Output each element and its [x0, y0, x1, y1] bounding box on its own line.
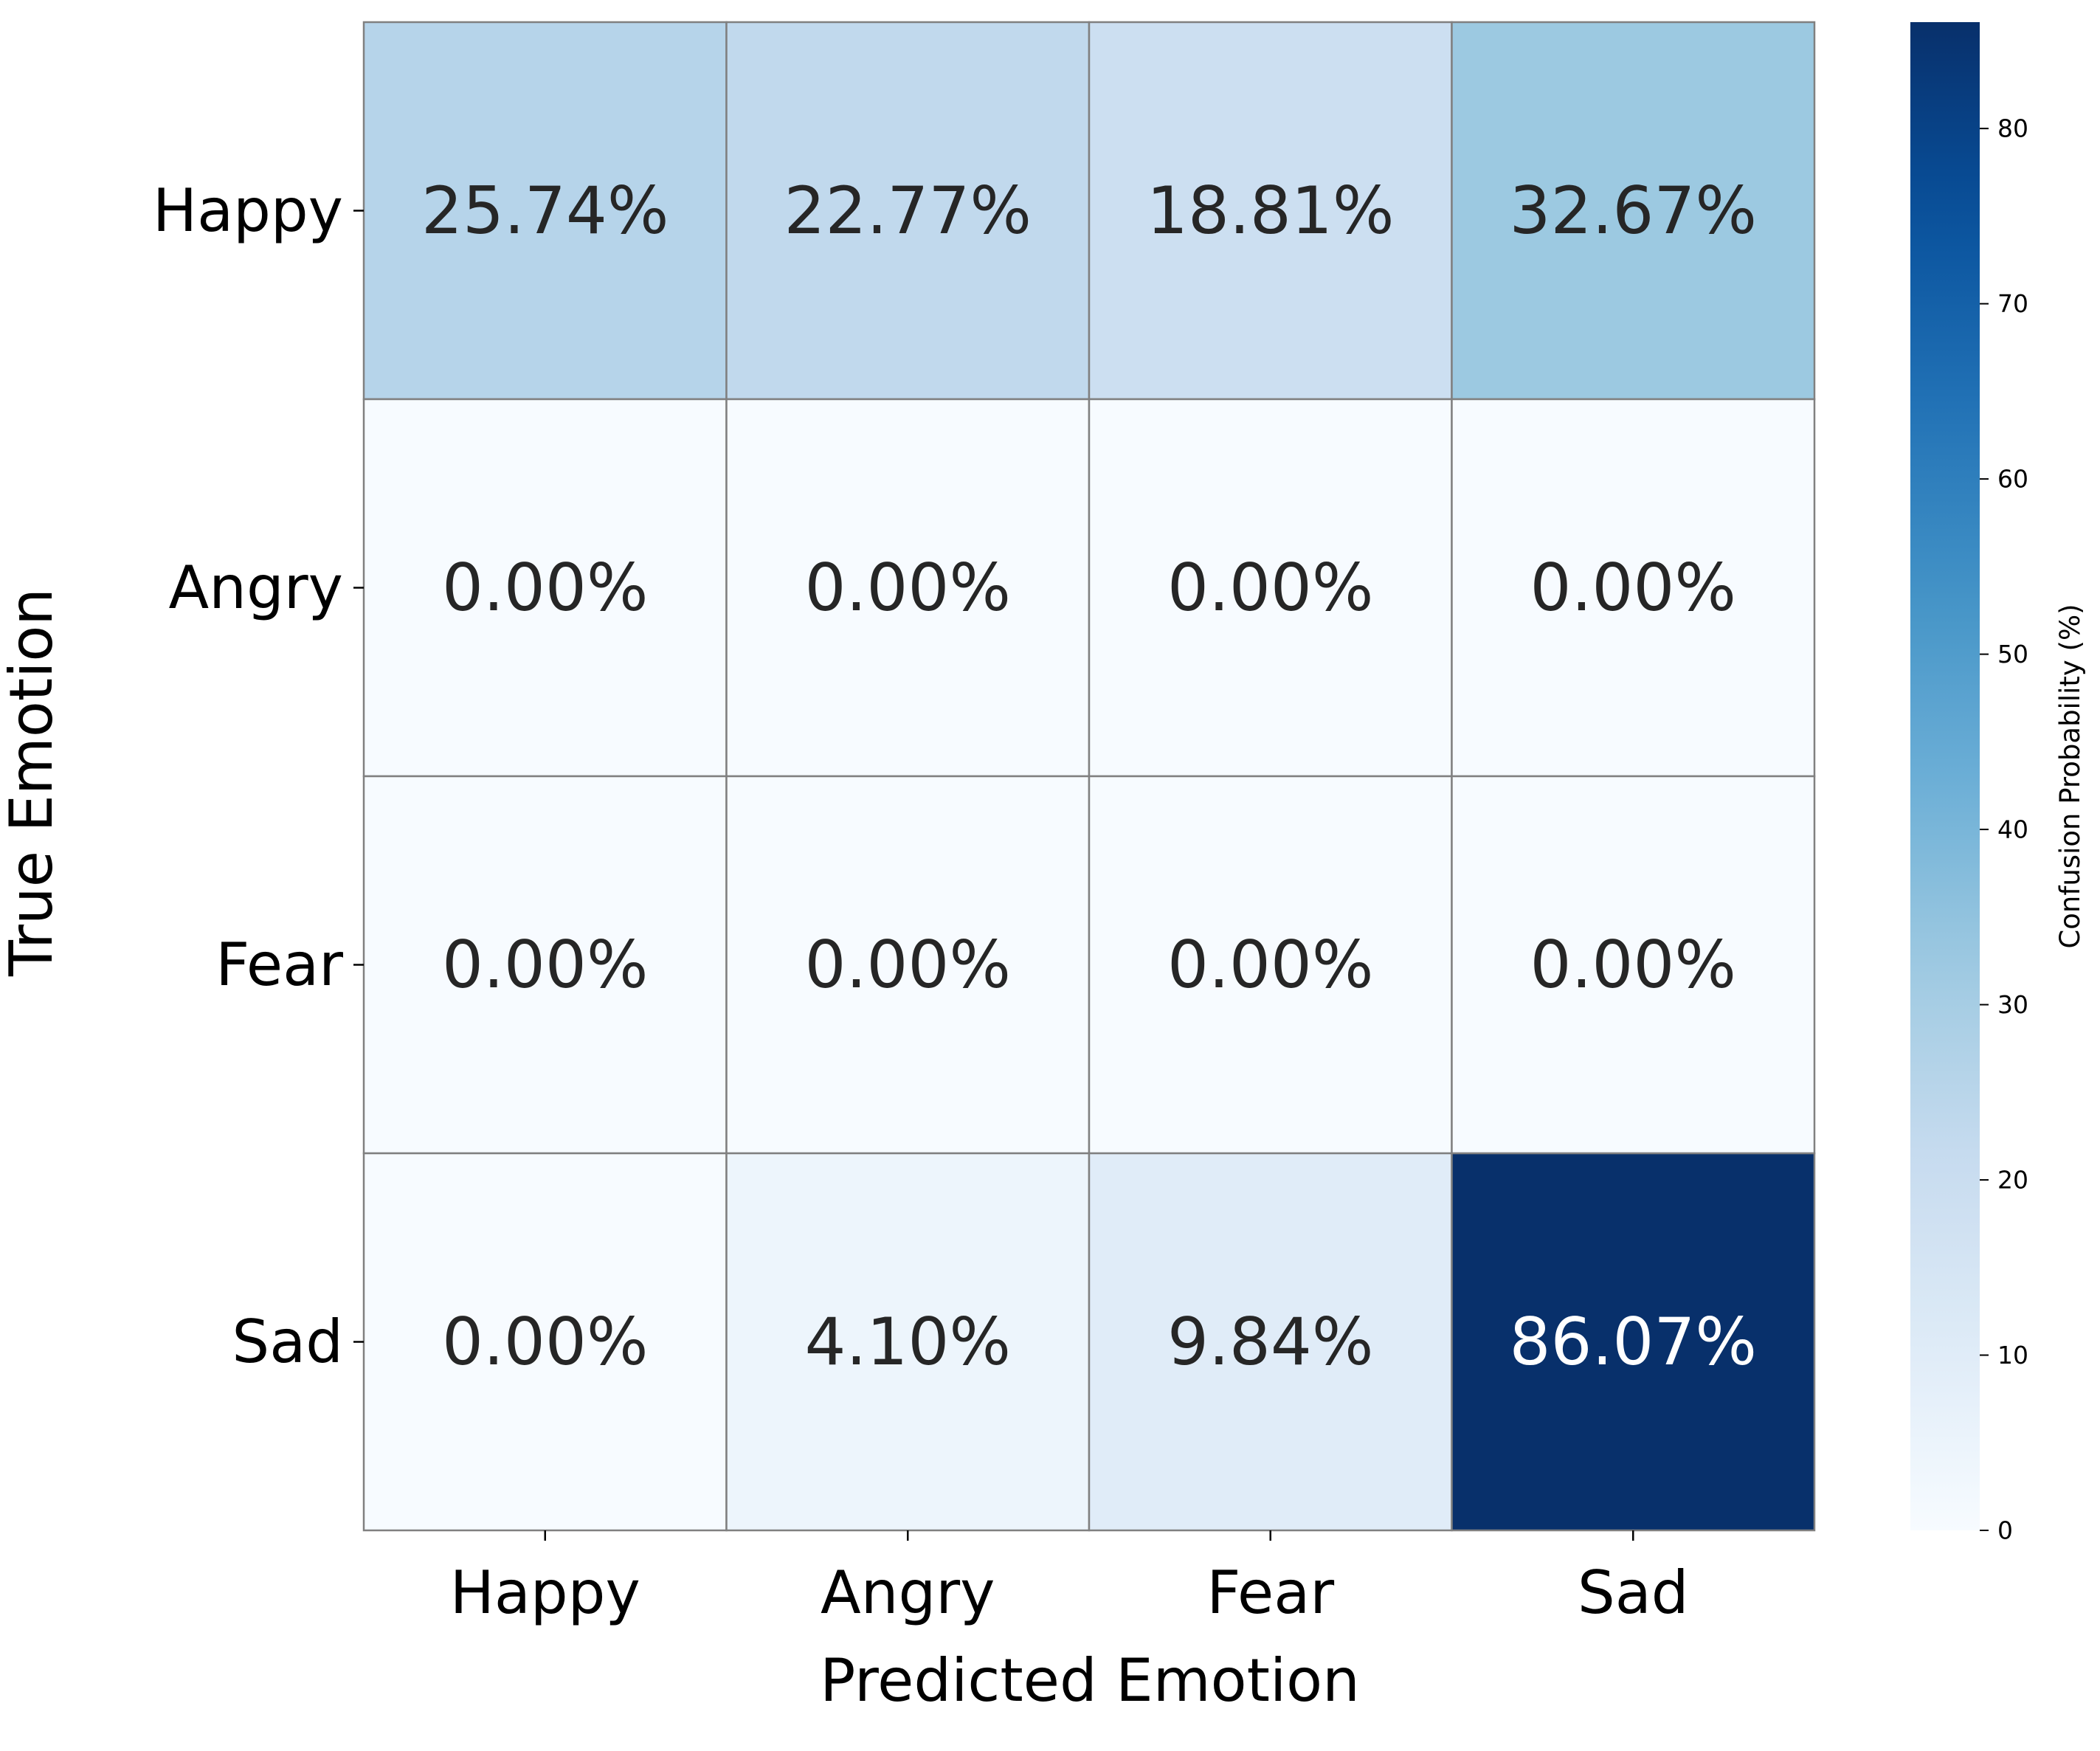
y-tick-label: Fear	[215, 930, 343, 999]
x-axis-ticks: Happy Angry Fear Sad	[450, 1530, 1689, 1627]
colorbar-ticks: 0 10 20 30 40 50 60 70 80	[1980, 114, 2028, 1545]
heatmap-cell	[362, 21, 728, 401]
colorbar-tick-label: 70	[1997, 289, 2028, 318]
colorbar-tick-label: 80	[1997, 114, 2028, 143]
heatmap-cell	[1088, 21, 1453, 401]
colorbar-tick-label: 40	[1997, 815, 2028, 844]
y-tick-label: Angry	[169, 553, 343, 622]
cell-value-label: 32.67%	[1509, 173, 1757, 249]
cell-value-label: 0.00%	[442, 927, 649, 1003]
heatmap-cell	[725, 1152, 1091, 1532]
x-tick-label: Angry	[821, 1558, 995, 1627]
cell-value-label: 25.74%	[421, 173, 669, 249]
colorbar-tick-label: 10	[1997, 1341, 2028, 1370]
cell-value-label: 0.00%	[1530, 927, 1736, 1003]
colorbar-tick-label: 60	[1997, 465, 2028, 494]
colorbar-gradient	[1910, 22, 1980, 1530]
heatmap-cell	[725, 775, 1091, 1155]
heatmap-cell	[725, 398, 1091, 778]
heatmap-cells	[362, 21, 1816, 1532]
cell-value-label: 0.00%	[442, 550, 649, 626]
y-tick-label: Happy	[153, 176, 343, 245]
colorbar-label: Confusion Probability (%)	[2054, 604, 2086, 948]
y-axis-ticks: Happy Angry Fear Sad	[153, 176, 364, 1376]
y-axis-label: True Emotion	[0, 588, 66, 977]
colorbar: 0 10 20 30 40 50 60 70 80 Confusion Probability …	[1910, 22, 2086, 1545]
cell-value-label: 0.00%	[1167, 550, 1374, 626]
cell-value-label: 9.84%	[1167, 1304, 1374, 1380]
cell-value-label: 18.81%	[1147, 173, 1395, 249]
cell-value-label: 22.77%	[784, 173, 1032, 249]
cell-value-label: 0.00%	[804, 927, 1011, 1003]
heatmap-cell	[1088, 1152, 1453, 1532]
cell-value-label: 4.10%	[804, 1304, 1011, 1380]
heatmap-cell	[1451, 398, 1816, 778]
cell-value-label: 0.00%	[1530, 550, 1736, 626]
heatmap-cell	[725, 21, 1091, 401]
heatmap-cell	[1451, 21, 1816, 401]
heatmap-cell	[362, 398, 728, 778]
cell-labels: 25.74% 22.77% 18.81% 32.67% 0.00% 0.00% 0.00% 0…	[421, 173, 1757, 1380]
x-tick-label: Happy	[450, 1558, 640, 1627]
colorbar-tick-label: 0	[1997, 1516, 2013, 1545]
heatmap-cell	[1451, 775, 1816, 1155]
x-axis-label: Predicted Emotion	[820, 1646, 1360, 1715]
cell-value-label: 0.00%	[442, 1304, 649, 1380]
heatmap-cell	[362, 1152, 728, 1532]
cell-value-label: 86.07%	[1509, 1304, 1757, 1380]
heatmap-cell	[1451, 1152, 1816, 1532]
y-tick-label: Sad	[232, 1308, 343, 1376]
cell-value-label: 0.00%	[1167, 927, 1374, 1003]
colorbar-tick-label: 50	[1997, 640, 2028, 669]
x-tick-label: Fear	[1206, 1558, 1334, 1627]
x-tick-label: Sad	[1578, 1558, 1689, 1627]
colorbar-tick-label: 30	[1997, 990, 2028, 1019]
colorbar-tick-label: 20	[1997, 1166, 2028, 1195]
heatmap-cell	[1088, 398, 1453, 778]
cell-value-label: 0.00%	[804, 550, 1011, 626]
